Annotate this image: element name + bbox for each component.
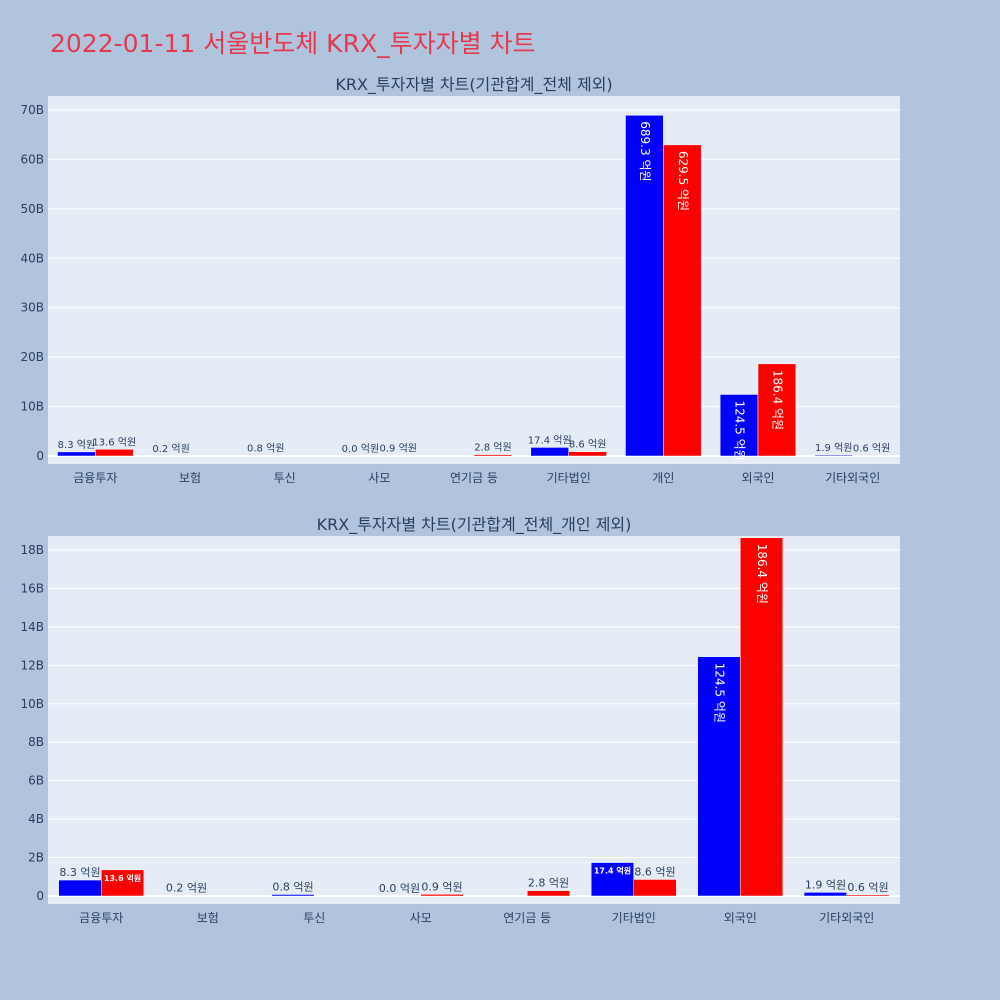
- y-tick-label: 6B: [28, 774, 44, 788]
- data-label: 2.8 억원: [474, 442, 511, 454]
- y-tick-label: 16B: [20, 581, 44, 595]
- data-label: 2.8 억원: [528, 877, 569, 890]
- bar: [719, 394, 759, 457]
- x-tick-label: 사모: [410, 911, 432, 925]
- y-tick-label: 18B: [20, 543, 44, 557]
- data-label: 0.6 억원: [847, 881, 888, 894]
- y-tick-label: 0: [36, 889, 44, 903]
- x-tick-label: 보험: [197, 911, 219, 925]
- x-tick-label: 금융투자: [73, 471, 117, 485]
- bar: [530, 447, 569, 457]
- bar: [814, 454, 853, 457]
- data-label: 124.5 억원: [733, 400, 747, 460]
- data-label: 689.3 억원: [638, 121, 652, 181]
- x-tick-label: 연기금 등: [503, 911, 551, 925]
- x-tick-label: 기타외국인: [825, 471, 880, 485]
- y-tick-label: 10B: [20, 697, 44, 711]
- x-tick-label: 금융투자: [79, 911, 123, 925]
- x-tick-label: 사모: [368, 471, 390, 485]
- bar: [803, 892, 848, 897]
- bar: [101, 869, 145, 897]
- data-label: 1.9 억원: [805, 878, 846, 891]
- bar: [846, 894, 890, 897]
- y-tick-label: 8B: [28, 735, 44, 749]
- data-label: 0.8 억원: [247, 443, 284, 455]
- bar: [271, 894, 315, 897]
- y-tick-label: 2B: [28, 851, 44, 865]
- x-tick-label: 연기금 등: [450, 471, 498, 485]
- data-label: 124.5 억원: [712, 663, 726, 723]
- data-label: 13.6 억원: [92, 436, 136, 448]
- data-label: 186.4 억원: [770, 370, 784, 430]
- bar: [420, 894, 464, 897]
- chart-title: KRX_투자자별 차트(기관합계_전체 제외): [335, 75, 612, 95]
- x-tick-label: 투신: [274, 471, 296, 485]
- bar: [57, 451, 96, 457]
- x-tick-label: 외국인: [741, 471, 774, 485]
- bar: [625, 115, 664, 457]
- x-tick-label: 기타법인: [547, 471, 591, 485]
- data-label: 0.8 억원: [272, 880, 313, 893]
- y-tick-label: 70B: [20, 103, 44, 117]
- bar: [633, 879, 677, 897]
- y-tick-label: 10B: [20, 400, 44, 414]
- chart-title: KRX_투자자별 차트(기관합계_전체_개인 제외): [317, 515, 632, 535]
- y-tick-label: 20B: [20, 350, 44, 364]
- data-label: 186.4 억원: [755, 544, 769, 604]
- data-label: 0.0 억원: [342, 443, 379, 455]
- data-label: 13.6 억원: [104, 873, 141, 883]
- data-label: 0.0 억원: [379, 882, 420, 895]
- x-tick-label: 기타외국인: [819, 911, 874, 925]
- data-label: 0.9 억원: [380, 443, 417, 455]
- y-tick-label: 0: [36, 449, 44, 463]
- data-label: 0.2 억원: [152, 443, 189, 455]
- data-label: 8.3 억원: [58, 439, 95, 451]
- y-tick-label: 50B: [20, 202, 44, 216]
- y-tick-label: 4B: [28, 812, 44, 826]
- x-tick-label: 외국인: [724, 911, 757, 925]
- x-tick-label: 투신: [303, 911, 325, 925]
- bar: [757, 363, 797, 457]
- bar: [697, 656, 741, 897]
- bar: [527, 890, 571, 897]
- bar: [663, 144, 702, 457]
- y-tick-label: 60B: [20, 152, 44, 166]
- data-label: 8.6 억원: [634, 865, 675, 878]
- y-tick-label: 30B: [20, 301, 44, 315]
- data-label: 0.6 억원: [853, 443, 890, 455]
- data-label: 0.2 억원: [166, 882, 207, 895]
- y-tick-label: 40B: [20, 251, 44, 265]
- bar: [568, 451, 607, 457]
- y-tick-label: 14B: [20, 620, 44, 634]
- bar: [590, 862, 635, 897]
- page-title: 2022-01-11 서울반도체 KRX_투자자별 차트: [50, 29, 536, 58]
- data-label: 8.6 억원: [569, 439, 606, 451]
- x-tick-label: 개인: [652, 471, 674, 485]
- chart-1: KRX_투자자별 차트(기관합계_전체 제외) 0 10B 20B 30B 40B 50B 6…: [20, 75, 900, 485]
- bar: [473, 454, 513, 457]
- x-tick-label: 기타법인: [612, 911, 656, 925]
- data-label: 8.3 억원: [59, 866, 100, 879]
- x-tick-label: 보험: [179, 471, 201, 485]
- data-label: 629.5 억원: [676, 151, 690, 211]
- y-tick-label: 12B: [20, 658, 44, 672]
- data-label: 17.4 억원: [528, 434, 572, 446]
- chart-2: KRX_투자자별 차트(기관합계_전체_개인 제외) 0 2B 4B 6B 8B 10B 12…: [20, 515, 900, 925]
- data-label: 1.9 억원: [815, 442, 852, 454]
- bar: [740, 537, 784, 897]
- bar: [58, 879, 102, 897]
- data-label: 0.9 억원: [421, 880, 462, 893]
- data-label: 17.4 억원: [594, 866, 631, 876]
- bar: [95, 449, 134, 457]
